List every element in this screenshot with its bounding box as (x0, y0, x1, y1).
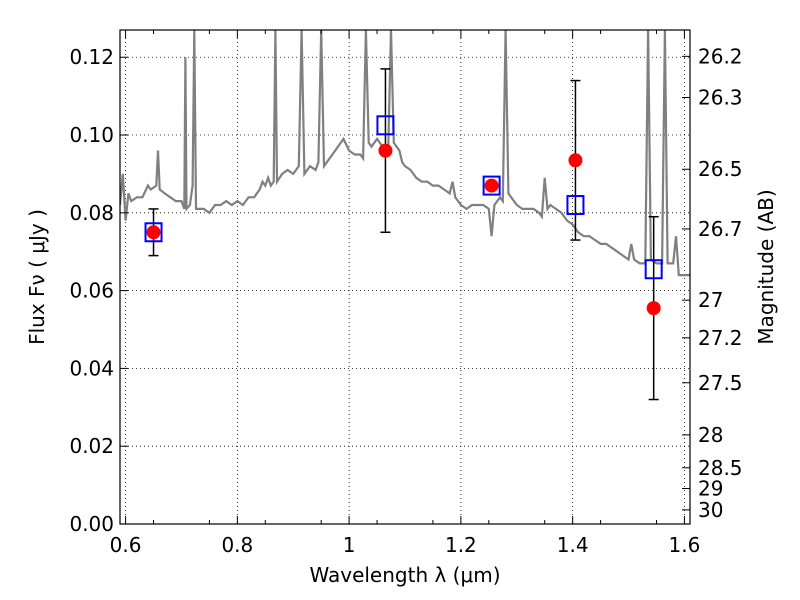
observed-point (646, 301, 661, 316)
model-point (376, 115, 395, 136)
model-point (144, 222, 163, 243)
plot-frame (119, 29, 691, 525)
mag-tick-label: 26.5 (698, 157, 743, 181)
y-tick-label: 0.12 (69, 45, 114, 69)
y-axis-label-right: Magnitude (AB) (754, 189, 778, 344)
x-tick-labels: 0.6 0.8 1 1.2 1.4 1.6 (110, 533, 701, 557)
x-tick-label: 0.8 (221, 533, 253, 557)
x-axis-label: Wavelength λ (μm) (309, 563, 500, 587)
mag-tick-label: 28.5 (698, 456, 743, 480)
observed-point (568, 153, 583, 168)
y-tick-label: 0.00 (69, 512, 114, 536)
axis-ticks (120, 30, 690, 525)
x-tick-label: 1.6 (669, 533, 701, 557)
y-tick-label: 0.10 (69, 123, 114, 147)
y-tick-labels: 0.00 0.02 0.04 0.06 0.08 0.10 0.12 (69, 45, 114, 536)
spectrum-line (120, 30, 690, 277)
y-tick-label: 0.02 (69, 434, 114, 458)
observed-points (146, 143, 661, 316)
y-axis-label: Flux Fν ( μJy ) (25, 209, 49, 345)
observed-point (378, 143, 393, 158)
y-tick-label: 0.06 (69, 279, 114, 303)
model-spectrum (120, 30, 690, 277)
mag-tick-label: 26.2 (698, 44, 743, 68)
model-point (566, 195, 585, 216)
model-point (482, 175, 501, 196)
mag-tick-label: 27.2 (698, 326, 743, 350)
x-tick-label: 1.4 (557, 533, 589, 557)
x-tick-label: 1 (343, 533, 356, 557)
mag-tick-label: 26.3 (698, 85, 743, 109)
model-point (644, 259, 663, 280)
model-points (144, 115, 663, 280)
x-tick-label: 0.6 (110, 533, 142, 557)
mag-tick-label: 29 (698, 477, 723, 501)
y-tick-label: 0.08 (69, 201, 114, 225)
mag-tick-label: 30 (698, 498, 723, 522)
mag-tick-label: 26.7 (698, 217, 743, 241)
x-tick-label: 1.2 (445, 533, 477, 557)
mag-tick-label: 28 (698, 423, 723, 447)
grid-lines (120, 30, 690, 525)
observed-point (146, 225, 161, 240)
y-tick-label: 0.04 (69, 356, 114, 380)
mag-tick-label: 27 (698, 288, 723, 312)
mag-tick-label: 27.5 (698, 371, 743, 395)
observed-point (484, 178, 499, 193)
